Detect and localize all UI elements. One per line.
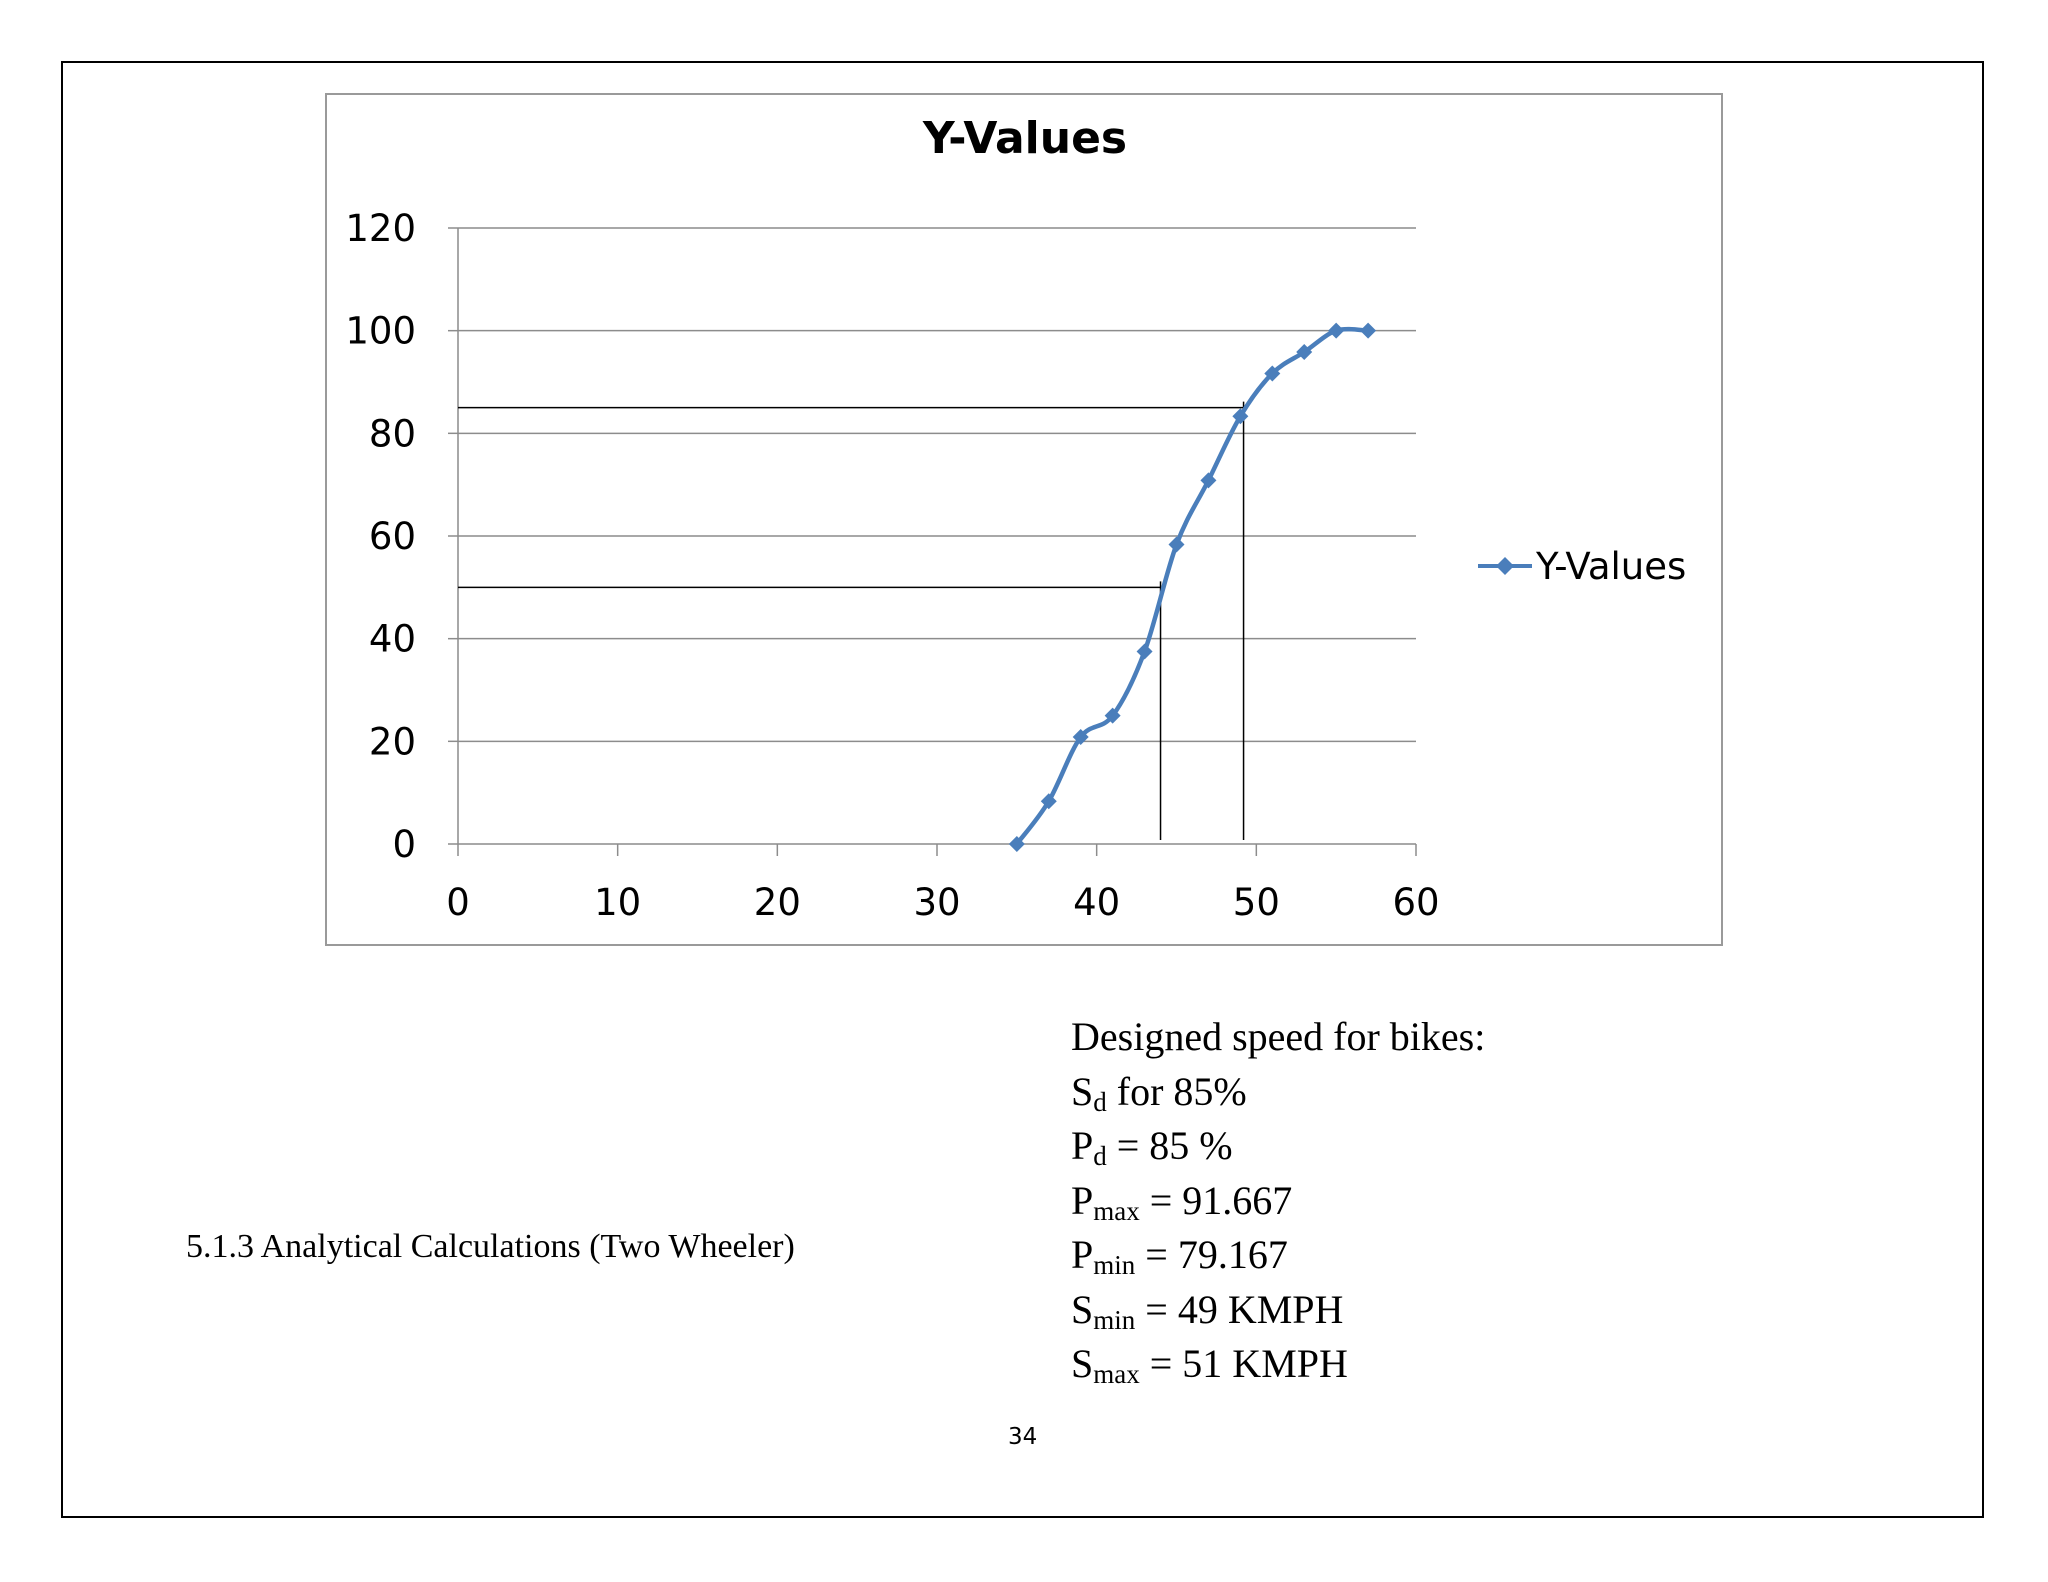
- grid-lines: [458, 227, 1416, 743]
- x-tick-label: 20: [754, 881, 801, 924]
- calc-line: Pmax = 91.667: [1071, 1174, 1485, 1229]
- chart-svg: Y-Values 0 20 40 60 80 100 120 0 10 20 30 40 50 60 Y-…: [345, 113, 1686, 924]
- page-number: 34: [1008, 1424, 1038, 1450]
- calc-symbol: P: [1071, 1232, 1094, 1277]
- calc-value: = 85 %: [1106, 1123, 1233, 1168]
- data-point-marker: [1296, 344, 1313, 361]
- y-tick-label: 40: [369, 618, 416, 661]
- data-point-marker: [1360, 322, 1377, 339]
- calculations-block: Designed speed for bikes: Sd for 85% Pd …: [1071, 1010, 1485, 1392]
- series-y-values: [1008, 322, 1377, 852]
- calc-subscript: min: [1093, 1304, 1136, 1335]
- calc-symbol: S: [1071, 1068, 1094, 1114]
- calc-line: Sd for 85%: [1071, 1065, 1485, 1120]
- calc-line: Pd = 85 %: [1071, 1119, 1485, 1174]
- y-tick-label: 20: [369, 720, 416, 763]
- page-border: [61, 61, 1984, 1518]
- data-point-marker: [1136, 643, 1153, 660]
- legend: Y-Values: [1478, 545, 1686, 588]
- calc-value: for 85%: [1106, 1068, 1247, 1114]
- series-line: [1015, 326, 1369, 846]
- calc-line: Smin = 49 KMPH: [1071, 1283, 1485, 1338]
- y-tick-label: 60: [369, 515, 416, 558]
- calc-value: = 51 KMPH: [1139, 1341, 1348, 1386]
- data-point-marker: [1328, 322, 1345, 339]
- calc-symbol: S: [1071, 1341, 1094, 1386]
- calc-value: = 49 KMPH: [1135, 1286, 1344, 1332]
- y-tick-label: 120: [345, 207, 416, 250]
- calc-subscript: max: [1093, 1195, 1140, 1226]
- data-point-marker: [1040, 793, 1057, 810]
- x-tick-label: 0: [446, 881, 470, 924]
- x-tick-label: 40: [1073, 881, 1120, 924]
- calc-value: = 91.667: [1139, 1177, 1293, 1223]
- data-point-marker: [1168, 536, 1185, 553]
- calc-symbol: S: [1071, 1286, 1094, 1332]
- data-point-marker: [1200, 472, 1217, 489]
- y-tick-label: 80: [369, 412, 416, 455]
- calc-symbol: P: [1071, 1177, 1094, 1223]
- calc-value: = 79.167: [1135, 1232, 1288, 1277]
- calc-symbol: P: [1071, 1123, 1094, 1168]
- chart-frame: Y-Values 0 20 40 60 80 100 120 0 10 20 30 40 50 60 Y-…: [325, 93, 1723, 946]
- data-point-marker: [1264, 365, 1281, 382]
- data-point-marker: [1104, 707, 1121, 724]
- calc-subscript: d: [1093, 1086, 1107, 1117]
- y-tick-label: 0: [392, 823, 416, 866]
- x-tick-label: 60: [1392, 881, 1439, 924]
- legend-marker: [1496, 557, 1514, 575]
- x-tick-label: 10: [594, 881, 641, 924]
- calc-subscript: min: [1093, 1250, 1136, 1280]
- chart-title: Y-Values: [922, 113, 1127, 164]
- data-point-marker: [1072, 729, 1089, 746]
- data-point-marker: [1232, 408, 1249, 425]
- x-tick-label: 50: [1233, 881, 1280, 924]
- calc-subscript: d: [1093, 1141, 1107, 1171]
- section-heading: 5.1.3 Analytical Calculations (Two Wheel…: [186, 1228, 795, 1265]
- calc-line: Smax = 51 KMPH: [1071, 1337, 1485, 1392]
- x-tick-label: 30: [913, 881, 960, 924]
- calc-subscript: max: [1093, 1359, 1140, 1389]
- legend-label: Y-Values: [1535, 545, 1686, 588]
- calc-heading: Designed speed for bikes:: [1071, 1014, 1486, 1059]
- data-point-marker: [1008, 836, 1025, 852]
- reference-lines: [458, 401, 1245, 840]
- calc-line: Pmin = 79.167: [1071, 1228, 1485, 1283]
- y-tick-label: 100: [345, 310, 416, 353]
- axes: 0 20 40 60 80 100 120 0 10 20 30 40 50 60: [345, 207, 1439, 924]
